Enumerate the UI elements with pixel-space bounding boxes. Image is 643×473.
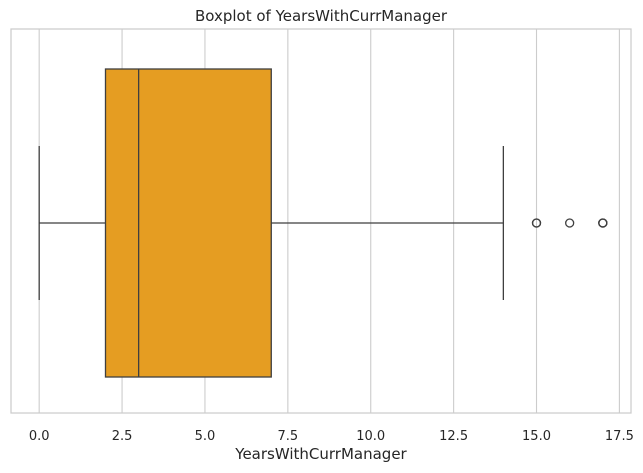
outlier-point: [598, 218, 608, 228]
outlier-point: [565, 218, 575, 228]
box-group: [38, 68, 505, 378]
x-axis-label: YearsWithCurrManager: [234, 445, 407, 463]
chart-title: Boxplot of YearsWithCurrManager: [195, 7, 448, 25]
x-tick-label: 12.5: [439, 429, 468, 444]
x-tick-label: 15.0: [522, 429, 551, 444]
x-tick-label: 0.0: [29, 429, 50, 444]
x-tick-label: 2.5: [112, 429, 133, 444]
x-tick-label: 7.5: [278, 429, 299, 444]
outlier-points: [531, 218, 608, 228]
x-tick-label: 17.5: [605, 429, 634, 444]
x-axis-ticks: 0.0 2.5 5.0 7.5 10.0 12.5 15.0 17.5: [29, 429, 634, 444]
iqr-box: [104, 68, 272, 378]
outlier-point: [531, 218, 542, 228]
plot-frame: [10, 28, 632, 414]
x-tick-label: 5.0: [195, 429, 216, 444]
x-tick-label: 10.0: [356, 429, 385, 444]
